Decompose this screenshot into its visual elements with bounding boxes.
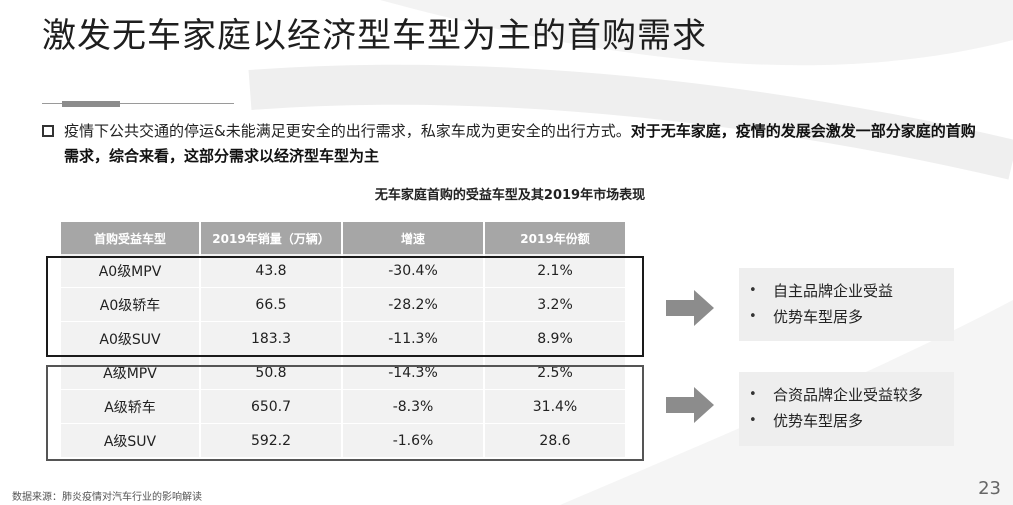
table-caption: 无车家庭首购的受益车型及其2019年市场表现	[374, 188, 646, 203]
column-header-growth: 增速	[342, 222, 485, 254]
cell-growth: -11.3%	[342, 321, 485, 356]
benefit-list: 合资品牌企业受益较多 优势车型居多	[739, 382, 954, 434]
title-divider-accent	[62, 101, 120, 107]
intro-bold-text: 对于无车家庭，疫情的发展会激发一部分家庭的首购需求，综合来看，这部分需求以经济型…	[64, 122, 976, 165]
intro-paragraph: 疫情下公共交通的停运&未能满足更安全的出行需求，私家车成为更安全的出行方式。对于…	[64, 119, 984, 169]
cell-model: A0级SUV	[61, 321, 201, 356]
cell-share: 2.1%	[484, 254, 627, 288]
cell-growth: -8.3%	[342, 389, 485, 424]
data-source-note: 数据来源：肺炎疫情对汽车行业的影响解读	[12, 492, 202, 503]
benefit-box-joint-venture: 合资品牌企业受益较多 优势车型居多	[739, 372, 954, 446]
column-header-model: 首购受益车型	[61, 222, 201, 254]
table-row: A0级SUV 183.3 -11.3% 8.9%	[61, 321, 627, 356]
cell-share: 2.5%	[484, 355, 627, 390]
cell-model: A0级MPV	[61, 254, 201, 288]
cell-sales: 66.5	[200, 287, 343, 322]
cell-sales: 50.8	[200, 355, 343, 390]
cell-growth: -28.2%	[342, 287, 485, 322]
cell-sales: 183.3	[200, 321, 343, 356]
title-divider	[42, 103, 234, 104]
cell-model: A级MPV	[61, 355, 201, 390]
cell-share: 31.4%	[484, 389, 627, 424]
intro-plain-text: 疫情下公共交通的停运&未能满足更安全的出行需求，私家车成为更安全的出行方式。	[64, 122, 631, 140]
table-row: A级SUV 592.2 -1.6% 28.6	[61, 423, 627, 458]
cell-model: A0级轿车	[61, 287, 201, 322]
table-row: A级MPV 50.8 -14.3% 2.5%	[61, 355, 627, 390]
benefit-list: 自主品牌企业受益 优势车型居多	[739, 278, 954, 330]
cell-growth: -14.3%	[342, 355, 485, 390]
table-header-row: 首购受益车型 2019年销量（万辆） 增速 2019年份额	[61, 222, 627, 254]
benefit-item: 优势车型居多	[749, 408, 954, 434]
table-row: A级轿车 650.7 -8.3% 31.4%	[61, 389, 627, 424]
vehicle-market-table: 首购受益车型 2019年销量（万辆） 增速 2019年份额 A0级MPV 43.…	[61, 222, 627, 458]
benefit-box-domestic: 自主品牌企业受益 优势车型居多	[739, 268, 954, 341]
cell-model: A级SUV	[61, 423, 201, 458]
square-bullet-icon	[42, 125, 54, 137]
cell-sales: 650.7	[200, 389, 343, 424]
cell-sales: 592.2	[200, 423, 343, 458]
page-number: 23	[978, 478, 1001, 499]
cell-growth: -30.4%	[342, 254, 485, 288]
right-arrow-icon	[666, 387, 714, 423]
cell-model: A级轿车	[61, 389, 201, 424]
column-header-sales: 2019年销量（万辆）	[200, 222, 343, 254]
benefit-item: 优势车型居多	[749, 304, 954, 330]
benefit-item: 自主品牌企业受益	[749, 278, 954, 304]
right-arrow-icon	[666, 290, 714, 326]
column-header-share: 2019年份额	[484, 222, 627, 254]
benefit-item: 合资品牌企业受益较多	[749, 382, 954, 408]
cell-sales: 43.8	[200, 254, 343, 288]
table-row: A0级MPV 43.8 -30.4% 2.1%	[61, 254, 627, 288]
table-row: A0级轿车 66.5 -28.2% 3.2%	[61, 287, 627, 322]
cell-growth: -1.6%	[342, 423, 485, 458]
cell-share: 28.6	[484, 423, 627, 458]
cell-share: 3.2%	[484, 287, 627, 322]
page-title: 激发无车家庭以经济型车型为主的首购需求	[42, 16, 707, 56]
cell-share: 8.9%	[484, 321, 627, 356]
